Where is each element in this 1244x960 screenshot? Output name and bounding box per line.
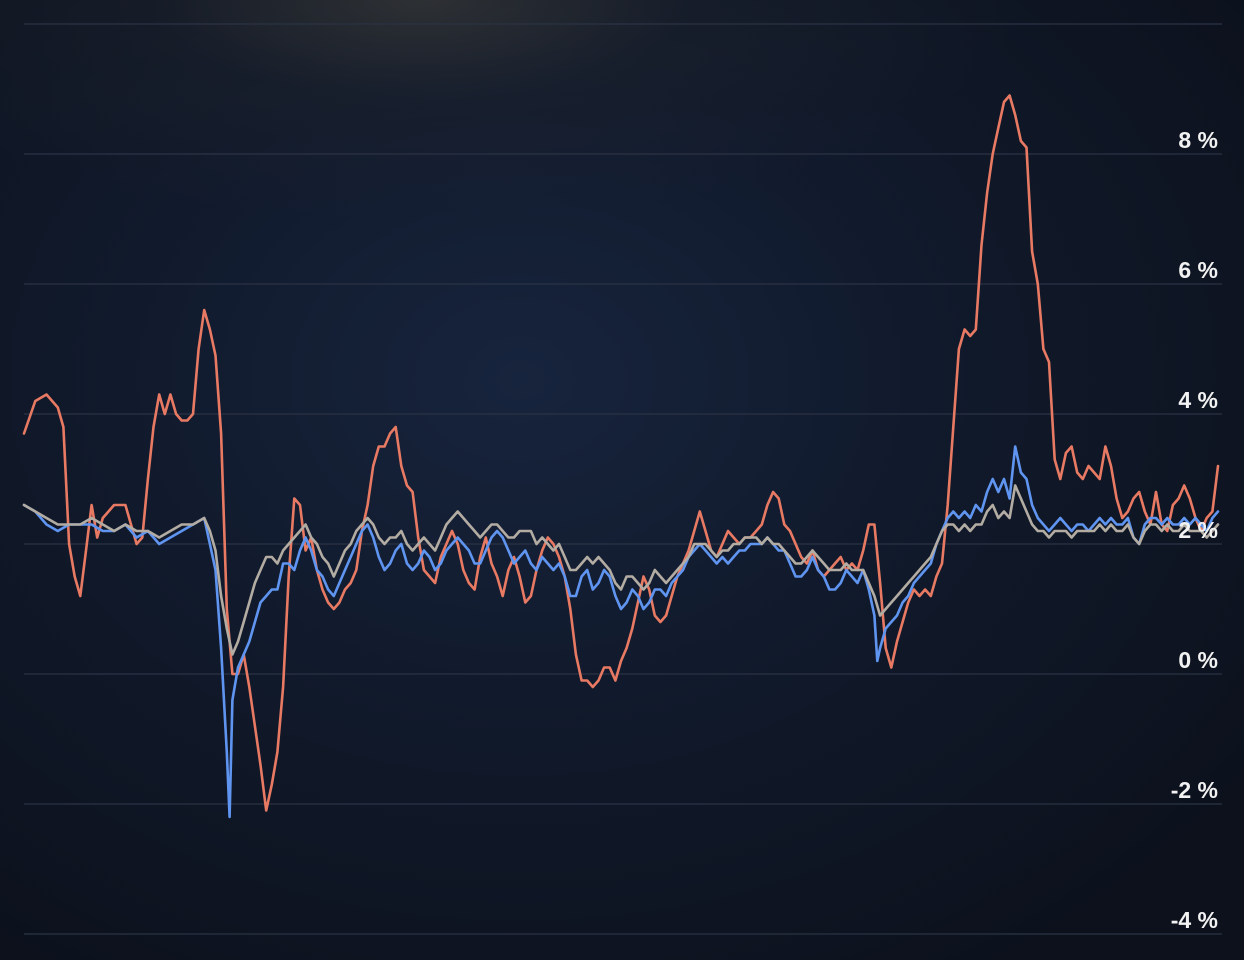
y-tick-label: 0 %: [1178, 647, 1218, 673]
y-tick-label: 8 %: [1178, 127, 1218, 153]
y-tick-label: -2 %: [1171, 777, 1218, 803]
series-lines: [22, 94, 1220, 819]
y-tick-label: -4 %: [1171, 907, 1218, 933]
y-axis-labels: -4 % -2 % 0 % 2 % 4 % 6 % 8 %: [1171, 127, 1218, 933]
series-line-2: [22, 445, 1220, 819]
series-line-3: [22, 484, 1220, 656]
y-tick-label: 6 %: [1178, 257, 1218, 283]
series-line-1: [22, 94, 1220, 812]
grid-lines: [24, 23, 1222, 935]
y-tick-label: 2 %: [1178, 517, 1218, 543]
y-tick-label: 4 %: [1178, 387, 1218, 413]
